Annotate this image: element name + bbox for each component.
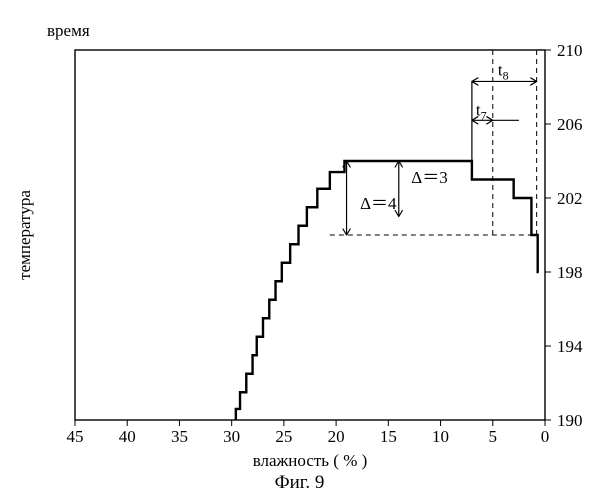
y-tick-label: 198 — [557, 263, 583, 282]
y-tick-label: 202 — [557, 189, 583, 208]
label-x-axis: влажность ( % ) — [253, 451, 368, 470]
x-tick-label: 30 — [223, 427, 240, 446]
x-tick-label: 0 — [541, 427, 550, 446]
x-tick-label: 40 — [119, 427, 136, 446]
delta3-label: Δ＝3 — [411, 168, 447, 187]
x-tick-label: 10 — [432, 427, 449, 446]
delta4-label: Δ＝4 — [360, 194, 397, 213]
x-tick-label: 5 — [489, 427, 498, 446]
y-tick-label: 194 — [557, 337, 583, 356]
x-tick-label: 35 — [171, 427, 188, 446]
label-time: время — [47, 21, 90, 40]
x-tick-label: 15 — [380, 427, 397, 446]
x-tick-label: 45 — [67, 427, 84, 446]
figure-caption: Фиг. 9 — [275, 472, 325, 493]
y-tick-label: 206 — [557, 115, 583, 134]
x-tick-label: 25 — [275, 427, 292, 446]
y-tick-label: 210 — [557, 41, 583, 60]
y-tick-label: 190 — [557, 411, 583, 430]
x-tick-label: 20 — [328, 427, 345, 446]
label-y-axis: температура — [15, 190, 34, 280]
